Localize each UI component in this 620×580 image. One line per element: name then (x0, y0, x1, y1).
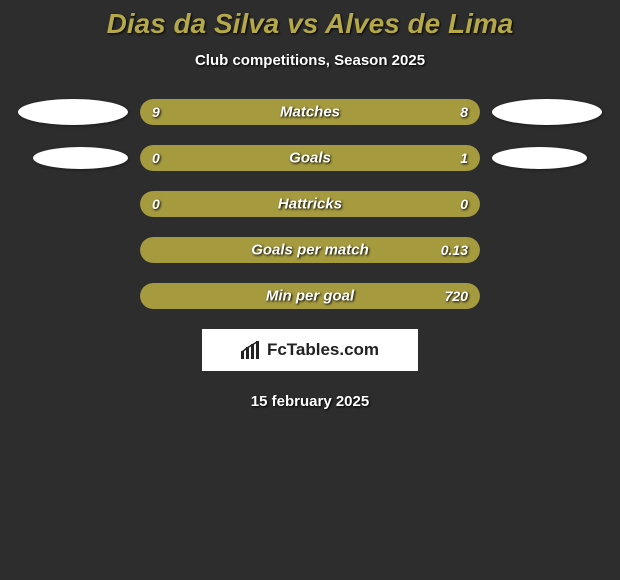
player-right-ellipse (492, 147, 587, 169)
stat-bar: Min per goal720 (140, 283, 480, 309)
stat-bar: 0Goals1 (140, 145, 480, 171)
stat-row: Min per goal720 (0, 283, 620, 309)
stat-value-right: 0.13 (441, 242, 468, 258)
stat-bar: 9Matches8 (140, 99, 480, 125)
player-left-ellipse (33, 147, 128, 169)
stat-rows: 9Matches80Goals10Hattricks0Goals per mat… (0, 99, 620, 309)
stat-row: 9Matches8 (0, 99, 620, 125)
date-label: 15 february 2025 (0, 393, 620, 410)
stat-label: Matches (140, 104, 480, 121)
stat-row: 0Hattricks0 (0, 191, 620, 217)
logo-box: FcTables.com (202, 329, 418, 371)
stat-row: 0Goals1 (0, 145, 620, 171)
page-subtitle: Club competitions, Season 2025 (0, 52, 620, 69)
page-title: Dias da Silva vs Alves de Lima (0, 8, 620, 40)
stat-label: Goals (140, 150, 480, 167)
chart-icon (241, 341, 261, 359)
stat-value-right: 0 (460, 196, 468, 212)
stat-value-right: 1 (460, 150, 468, 166)
player-right-ellipse (492, 99, 602, 125)
logo-text: FcTables.com (267, 340, 379, 360)
stat-label: Hattricks (140, 196, 480, 213)
stat-row: Goals per match0.13 (0, 237, 620, 263)
stat-label: Goals per match (140, 242, 480, 259)
stat-bar: Goals per match0.13 (140, 237, 480, 263)
stat-value-right: 8 (460, 104, 468, 120)
stat-bar: 0Hattricks0 (140, 191, 480, 217)
player-left-ellipse (18, 99, 128, 125)
stat-label: Min per goal (140, 288, 480, 305)
comparison-infographic: Dias da Silva vs Alves de Lima Club comp… (0, 0, 620, 410)
stat-value-right: 720 (445, 288, 468, 304)
